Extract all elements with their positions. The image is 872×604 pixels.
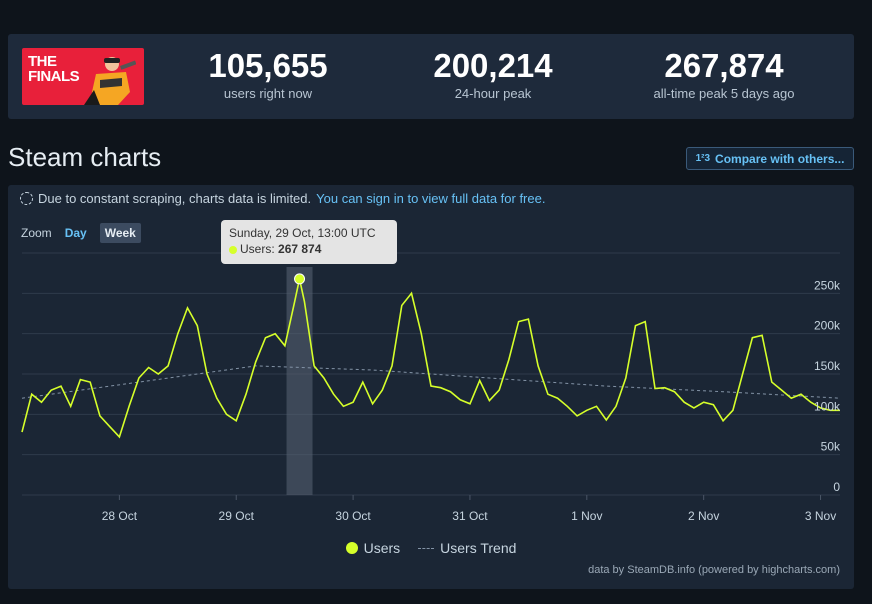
stat-value: 267,874 (664, 47, 784, 84)
x-tick-label: 31 Oct (452, 509, 488, 523)
sign-in-link[interactable]: You can sign in to view full data for fr… (316, 191, 546, 206)
y-tick-label: 100k (814, 399, 841, 413)
tooltip-series-dot (229, 245, 237, 254)
legend-item-users[interactable]: Users (345, 540, 401, 556)
hover-point (294, 273, 306, 285)
y-tick-label: 150k (814, 359, 841, 373)
legend-trend-label: Users Trend (440, 540, 517, 556)
users-line-chart[interactable]: 0 50k 100k 150k 200k 250k 28 Oct 29 Oct 30 Oct 3… (8, 185, 854, 589)
chart-legend: Users Users Trend (8, 540, 854, 556)
tooltip-series-name: Users: (240, 242, 275, 256)
loading-spinner-icon (20, 192, 33, 205)
y-tick-label: 250k (814, 278, 841, 292)
stats-panel: THE FINALS 105,655 users right now 200,2… (8, 34, 854, 119)
tooltip-date: Sunday, 29 Oct, 13:00 UTC (229, 226, 376, 240)
x-tick-label: 30 Oct (335, 509, 371, 523)
compare-icon: 1²3 (695, 153, 711, 164)
tooltip-value: 267 874 (278, 242, 322, 256)
stat-value: 105,655 (208, 47, 328, 84)
y-tick-label: 200k (814, 319, 841, 333)
zoom-week-button[interactable]: Week (99, 223, 141, 243)
x-tick-label: 2 Nov (688, 509, 719, 523)
x-tick-label: 28 Oct (102, 509, 138, 523)
chart-credits[interactable]: data by SteamDB.info (powered by highcha… (588, 564, 840, 576)
users-trend-line (21, 365, 841, 399)
users-legend-dot-icon (345, 542, 358, 554)
stat-label: users right now (223, 86, 313, 101)
zoom-day-button[interactable]: Day (64, 226, 87, 240)
chart-panel: Due to constant scraping, charts data is… (8, 185, 854, 589)
page-title: Steam charts (8, 142, 162, 172)
x-tick-label: 1 Nov (571, 509, 602, 523)
stat-value: 200,214 (433, 47, 553, 84)
stat-label: all-time peak 5 days ago (653, 86, 795, 101)
chart-grid (22, 252, 840, 496)
legend-item-users-trend[interactable]: Users Trend (418, 540, 516, 556)
y-axis-labels: 0 50k 100k 150k 200k 250k (814, 278, 841, 494)
users-series-line (21, 278, 840, 439)
game-logo[interactable]: THE FINALS (22, 48, 144, 105)
x-tick-label: 3 Nov (805, 509, 836, 523)
notice-text: Due to constant scraping, charts data is… (38, 191, 312, 206)
hover-highlight-band (286, 267, 313, 495)
stat-label: 24-hour peak (454, 86, 532, 101)
zoom-controls: Zoom Day Week (21, 223, 141, 243)
stat-24h-peak: 200,214 24-hour peak (378, 48, 608, 102)
tooltip-row: Users: 267 874 (229, 241, 389, 257)
x-axis-labels: 28 Oct 29 Oct 30 Oct 31 Oct 1 Nov 2 Nov 3 Nov (102, 495, 836, 523)
data-limit-notice: Due to constant scraping, charts data is… (20, 191, 545, 206)
chart-tooltip: Sunday, 29 Oct, 13:00 UTC Users: 267 874 (221, 220, 397, 264)
y-tick-label: 0 (833, 480, 840, 494)
trend-legend-line-icon (418, 547, 435, 549)
x-tick-label: 29 Oct (219, 509, 255, 523)
compare-button-label: Compare with others... (715, 151, 845, 166)
compare-button[interactable]: 1²3 Compare with others... (686, 147, 854, 170)
game-character-icon (84, 57, 136, 105)
legend-users-label: Users (363, 540, 401, 556)
game-logo-text: THE FINALS (28, 53, 80, 85)
stat-current-users: 105,655 users right now (153, 48, 383, 102)
y-tick-label: 50k (821, 440, 841, 454)
zoom-label: Zoom (21, 226, 52, 240)
stat-all-time-peak: 267,874 all-time peak 5 days ago (609, 48, 839, 102)
